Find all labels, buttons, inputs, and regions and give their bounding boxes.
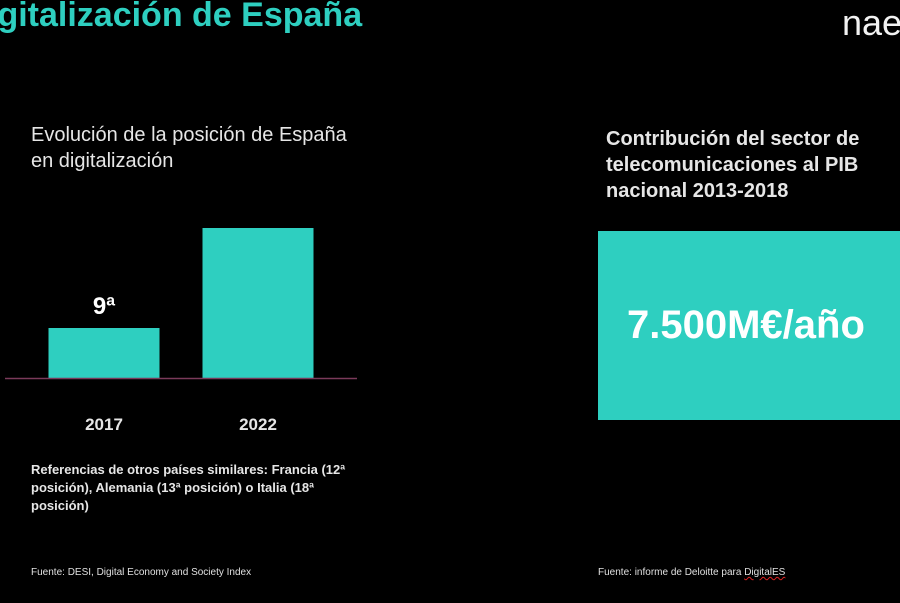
bar-2022	[202, 228, 314, 378]
left-source: Fuente: DESI, Digital Economy and Societ…	[31, 567, 252, 578]
left-panel-heading: Evolución de la posición de España en di…	[31, 124, 347, 172]
references-note: Referencias de otros países similares: F…	[31, 462, 346, 513]
data-label-2017: 9ª	[93, 293, 115, 320]
right-source: Fuente: informe de Deloitte para Digital…	[598, 567, 785, 578]
kpi-box: 7.500M€/año	[598, 231, 900, 420]
ranking-bar-chart: 9ª20177ª2022	[5, 228, 357, 434]
x-tick-2017: 2017	[85, 415, 123, 434]
right-panel-heading: Contribución del sector de telecomunicac…	[606, 128, 860, 202]
right-source-highlight: DigitalES	[744, 567, 786, 578]
slide-title: igitalización de España	[0, 0, 363, 34]
brand-logo: nae	[842, 2, 900, 43]
right-source-prefix: Fuente: informe de Deloitte para	[598, 567, 745, 578]
bar-2017	[48, 328, 160, 378]
kpi-value: 7.500M€/año	[627, 303, 865, 347]
x-tick-2022: 2022	[239, 415, 277, 434]
